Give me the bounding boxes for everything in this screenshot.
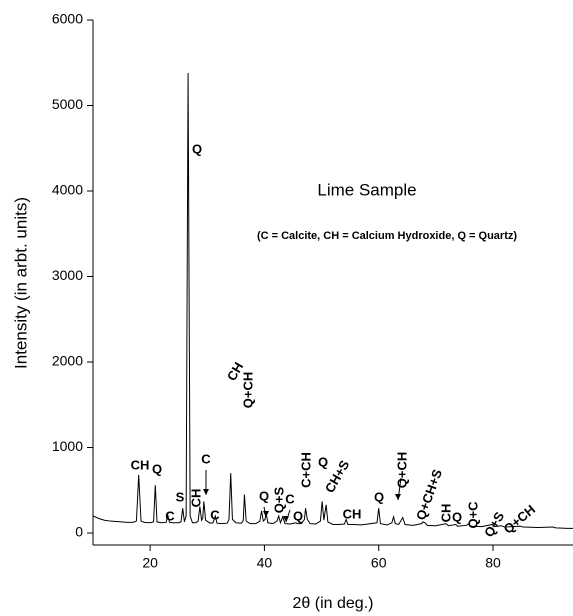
peak-annotation: Q+C (465, 501, 480, 529)
arrow-head (203, 489, 209, 495)
y-tick-label: 3000 (52, 267, 83, 283)
x-axis-label: 2θ (in deg.) (293, 595, 374, 612)
peak-annotation: C (165, 508, 175, 523)
peak-annotation: Q+CH (501, 502, 539, 537)
peak-annotation: Q+S (271, 486, 286, 513)
peak-annotation: CH (343, 506, 362, 521)
peak-annotation: CH (188, 489, 203, 508)
line-series (92, 73, 573, 529)
peak-annotation: Q+CH (240, 372, 255, 408)
x-tick-label: 40 (257, 555, 273, 571)
y-tick-label: 5000 (52, 96, 83, 112)
peak-annotation: C (285, 491, 295, 506)
y-tick-label: 0 (75, 524, 83, 540)
peak-annotation: C (210, 507, 220, 522)
y-tick-label: 4000 (52, 182, 83, 198)
arrow-head (263, 511, 269, 517)
arrow-head (395, 494, 401, 500)
chart-title: Lime Sample (317, 180, 416, 199)
peak-annotation: CH (438, 504, 453, 523)
y-tick-label: 2000 (52, 353, 83, 369)
chart-subtitle: (C = Calcite, CH = Calcium Hydroxide, Q … (257, 230, 517, 242)
peak-annotation: Q+CH (394, 452, 409, 488)
x-tick-label: 20 (142, 555, 158, 571)
y-axis-label: Intensity (in arbt. units) (11, 197, 30, 369)
peak-annotation: Q (318, 454, 328, 469)
peak-annotation: Q (374, 489, 384, 504)
peak-annotation: CH (131, 457, 150, 472)
peak-annotation: Q (152, 461, 162, 476)
peak-annotation: S (176, 489, 185, 504)
y-tick-label: 6000 (52, 11, 83, 27)
x-tick-label: 60 (371, 555, 387, 571)
x-tick-label: 80 (485, 555, 501, 571)
peak-annotation: C (201, 451, 211, 466)
peak-annotation: Q (452, 509, 462, 524)
peak-annotation: C+CH (298, 452, 313, 488)
y-tick-label: 1000 (52, 438, 83, 454)
arrow-head (283, 516, 289, 522)
peak-annotation: Q (192, 141, 202, 156)
peak-annotation: Q (259, 488, 269, 503)
peak-annotation: Q (293, 508, 303, 523)
